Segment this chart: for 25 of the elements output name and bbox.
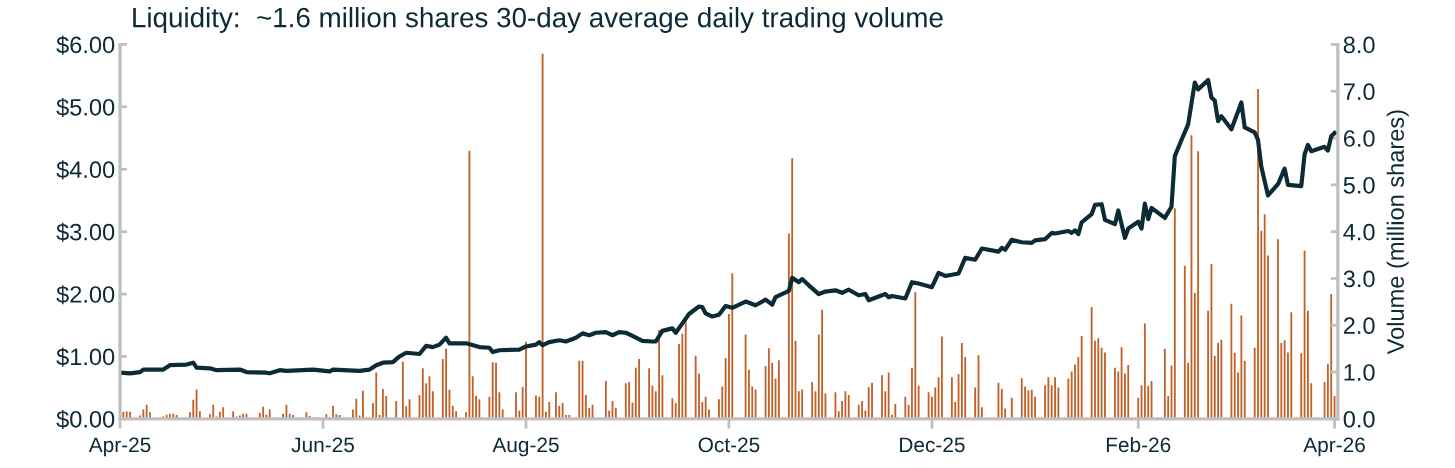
chart-title: Liquidity: ~1.6 million shares 30-day average daily trading volume	[133, 7, 943, 33]
y2-tick-label: 1.0	[1344, 364, 1375, 381]
y2-tick-label: 3.0	[1343, 270, 1375, 288]
x-tick-label: Apr-26	[1303, 437, 1365, 457]
y2-tick-label: 0.0	[1343, 410, 1375, 428]
y-tick-label: $2.00	[56, 285, 115, 305]
y2-tick-label: 8.0	[1343, 36, 1375, 54]
y2-tick-label: 5.0	[1343, 176, 1375, 194]
y2-tick-label: 2.0	[1343, 317, 1375, 335]
y-tick-label: $5.00	[56, 97, 115, 118]
y-tick-label: $3.00	[56, 222, 115, 242]
x-tick-label: Jun-25	[291, 437, 354, 453]
y2-tick-label: 4.0	[1343, 223, 1375, 241]
x-tick-label: Dec-25	[900, 437, 965, 453]
y2-tick-label: 6.0	[1343, 130, 1375, 147]
y2-tick-label: 7.0	[1343, 83, 1375, 101]
y2-axis-title: Volume (million shares)	[1386, 110, 1409, 355]
x-tick-label: Aug-25	[492, 437, 559, 457]
y-tick-label: $1.00	[56, 347, 115, 367]
x-tick-label: Feb-26	[1106, 436, 1171, 453]
y-tick-label: $0.00	[56, 409, 115, 430]
x-tick-label: Oct-25	[698, 437, 760, 453]
y-tick-label: $6.00	[56, 35, 115, 55]
x-tick-label: Apr-25	[88, 437, 151, 457]
y-tick-label: $4.00	[56, 160, 115, 180]
